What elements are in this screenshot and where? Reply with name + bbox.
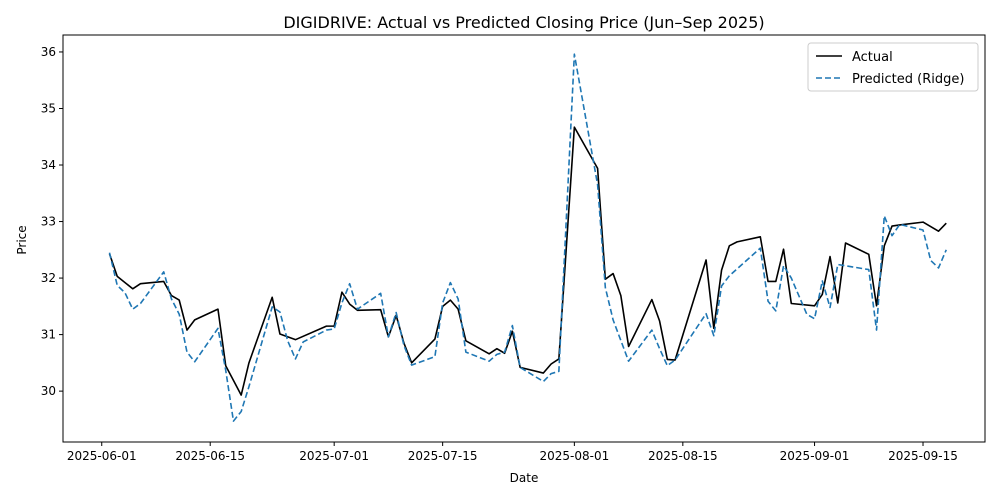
y-tick-label: 31 [41, 328, 56, 342]
x-tick-label: 2025-09-01 [780, 449, 850, 463]
series-layer [108, 53, 947, 422]
x-tick-label: 2025-07-15 [408, 449, 478, 463]
plot-frame [63, 35, 985, 442]
y-tick-label: 30 [41, 384, 56, 398]
y-tick-label: 33 [41, 215, 56, 229]
legend-label-predicted: Predicted (Ridge) [852, 72, 964, 87]
plot-area: 2025-06-01 2025-06-15 2025-07-01 2025-07-15… [41, 34, 986, 463]
x-axis-label: Date [510, 471, 539, 485]
x-tick-label: 2025-06-15 [175, 449, 245, 463]
chart-title: DIGIDRIVE: Actual vs Predicted Closing P… [283, 13, 764, 32]
y-axis-label: Price [15, 225, 29, 254]
x-tick-label: 2025-09-15 [888, 449, 958, 463]
y-tick-label: 36 [41, 45, 56, 59]
x-tick-label: 2025-07-01 [299, 449, 369, 463]
x-tick-label: 2025-06-01 [67, 449, 137, 463]
legend-label-actual: Actual [852, 50, 893, 65]
x-tick-label: 2025-08-15 [648, 449, 718, 463]
plot-border [62, 34, 986, 443]
y-tick-label: 34 [41, 158, 56, 172]
x-tick-label: 2025-08-01 [539, 449, 609, 463]
series-line-actual [108, 126, 947, 396]
y-tick-label: 35 [41, 101, 56, 115]
series-line-predicted-ridge [108, 53, 947, 422]
legend-box [807, 42, 979, 92]
x-axis-ticks: 2025-06-01 2025-06-15 2025-07-01 2025-07-15… [67, 442, 958, 463]
y-tick-label: 32 [41, 271, 56, 285]
y-axis-ticks: 30 31 32 33 34 35 36 [41, 45, 63, 398]
legend: Actual Predicted (Ridge) [807, 42, 979, 92]
